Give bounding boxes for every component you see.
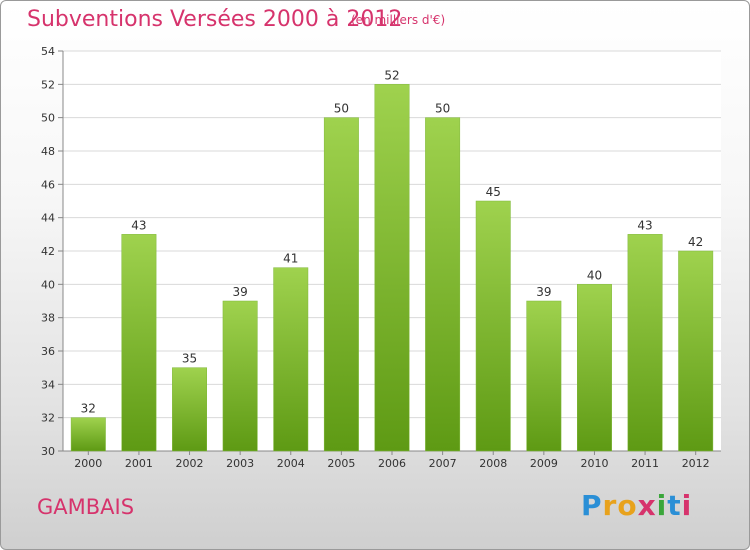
- data-label-2005: 50: [334, 102, 349, 116]
- bar-2012: [678, 250, 714, 452]
- data-label-2006: 52: [384, 68, 399, 82]
- y-tick-label: 52: [41, 78, 55, 91]
- x-tick-label-2009: 2009: [530, 457, 558, 470]
- x-tick-label-2007: 2007: [429, 457, 457, 470]
- y-tick-label: 40: [41, 278, 55, 291]
- y-tick-label: 36: [41, 345, 55, 358]
- bar-2004: [273, 267, 309, 452]
- x-tick-label-2000: 2000: [74, 457, 102, 470]
- proxiti-logo[interactable]: Proxiti: [581, 489, 693, 522]
- y-tick-label: 38: [41, 312, 55, 325]
- bar-2002: [172, 367, 207, 452]
- bar-2011: [627, 234, 663, 452]
- y-tick-label: 44: [41, 212, 55, 225]
- x-tick-label-2002: 2002: [176, 457, 204, 470]
- bar-2005: [323, 117, 359, 452]
- data-label-2009: 39: [536, 285, 551, 299]
- commune-name: GAMBAIS: [37, 495, 135, 519]
- bar-2001: [121, 234, 157, 452]
- bar-2009: [526, 300, 562, 452]
- bar-2008: [475, 200, 511, 452]
- data-label-2012: 42: [688, 235, 703, 249]
- data-label-2007: 50: [435, 102, 450, 116]
- data-label-2008: 45: [486, 185, 501, 199]
- x-tick-label-2003: 2003: [226, 457, 254, 470]
- y-tick-label: 42: [41, 245, 55, 258]
- data-label-2004: 41: [283, 252, 298, 266]
- data-label-2003: 39: [233, 285, 248, 299]
- data-label-2002: 35: [182, 352, 197, 366]
- data-label-2000: 32: [81, 402, 96, 416]
- x-tick-label-2004: 2004: [277, 457, 305, 470]
- bar-2006: [374, 84, 410, 452]
- y-tick-label: 46: [41, 178, 55, 191]
- x-tick-label-2006: 2006: [378, 457, 406, 470]
- data-label-2001: 43: [131, 218, 146, 232]
- y-tick-label: 50: [41, 112, 55, 125]
- x-tick-label-2012: 2012: [682, 457, 710, 470]
- chart-title: Subventions Versées 2000 à 2012: [27, 7, 403, 32]
- bar-2003: [222, 300, 258, 452]
- y-tick-label: 32: [41, 412, 55, 425]
- bar-2000: [70, 417, 106, 452]
- x-tick-label-2008: 2008: [479, 457, 507, 470]
- bar-2007: [425, 117, 461, 452]
- y-tick-label: 54: [41, 45, 55, 58]
- x-tick-label-2010: 2010: [580, 457, 608, 470]
- x-tick-label-2005: 2005: [327, 457, 355, 470]
- y-tick-label: 48: [41, 145, 55, 158]
- x-tick-label-2011: 2011: [631, 457, 659, 470]
- y-tick-label: 30: [41, 445, 55, 458]
- data-label-2010: 40: [587, 268, 602, 282]
- bar-2010: [577, 284, 612, 452]
- y-tick-label: 34: [41, 378, 55, 391]
- chart-subtitle: (en milliers d'€): [351, 13, 446, 27]
- data-label-2011: 43: [637, 218, 652, 232]
- x-tick-label-2001: 2001: [125, 457, 153, 470]
